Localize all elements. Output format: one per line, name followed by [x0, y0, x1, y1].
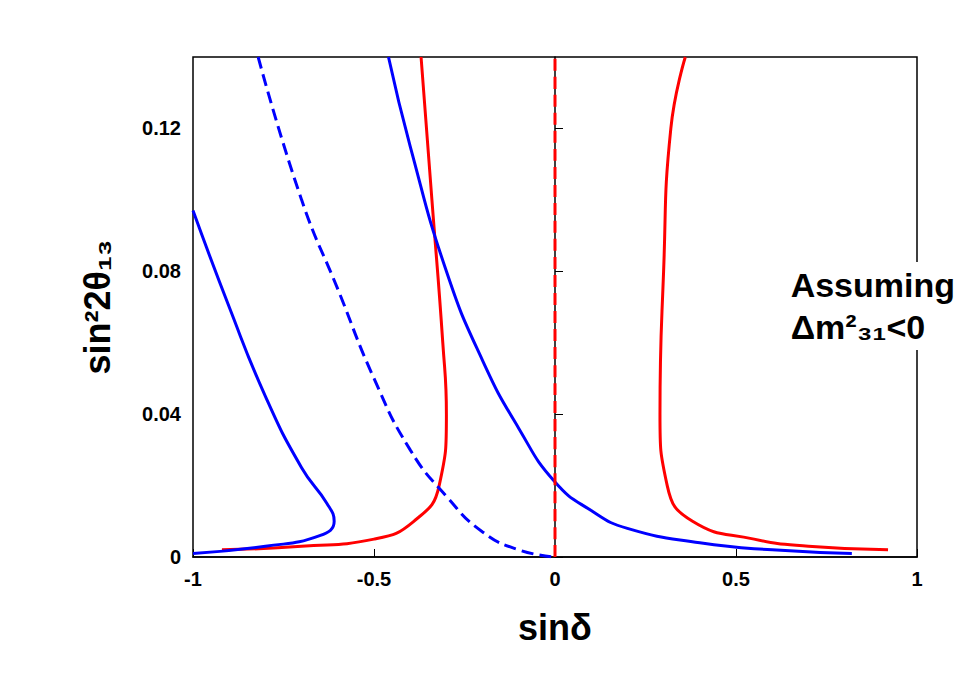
svg-text:0.08: 0.08 — [142, 260, 181, 282]
svg-text:0.5: 0.5 — [722, 568, 750, 590]
svg-text:sin²2θ₁₃: sin²2θ₁₃ — [77, 239, 118, 374]
svg-text:sinδ: sinδ — [518, 607, 592, 648]
svg-text:0.12: 0.12 — [142, 117, 181, 139]
svg-text:Δm²₃₁<0: Δm²₃₁<0 — [791, 308, 926, 346]
svg-text:Assuming: Assuming — [791, 266, 955, 304]
svg-text:-1: -1 — [184, 568, 202, 590]
svg-text:0.04: 0.04 — [142, 403, 182, 425]
svg-text:-0.5: -0.5 — [357, 568, 391, 590]
svg-text:0: 0 — [170, 546, 181, 568]
svg-text:0: 0 — [549, 568, 560, 590]
svg-text:1: 1 — [911, 568, 922, 590]
